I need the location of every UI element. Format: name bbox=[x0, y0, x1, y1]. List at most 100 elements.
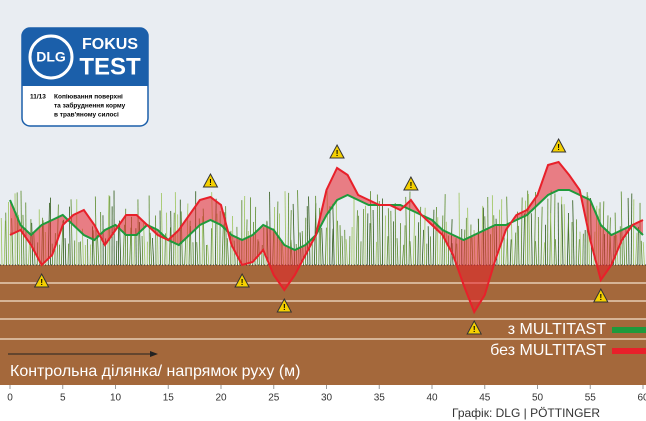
grass-blade bbox=[149, 232, 152, 266]
plot: !!!!!!!!! bbox=[9, 137, 644, 335]
warning-icon bbox=[33, 272, 50, 288]
logo-caption: в трав'яному силосі bbox=[54, 111, 119, 119]
grass-blade bbox=[561, 204, 564, 266]
warning-icon bbox=[234, 272, 250, 288]
x-tick-label: 40 bbox=[426, 393, 438, 404]
grass-blade bbox=[355, 210, 358, 266]
grass-blade bbox=[441, 215, 444, 266]
grass-blade bbox=[421, 229, 425, 266]
x-tick-label: 45 bbox=[479, 393, 491, 404]
grass-blade bbox=[409, 241, 412, 266]
grass-blade bbox=[419, 206, 422, 266]
grass-blade bbox=[64, 238, 67, 266]
grass-blade bbox=[331, 228, 334, 266]
warning-mark: ! bbox=[283, 303, 286, 312]
x-tick-label: 50 bbox=[532, 393, 544, 404]
grass-blade bbox=[550, 213, 553, 266]
grass-blade bbox=[432, 209, 435, 266]
grass-blade bbox=[555, 239, 557, 266]
grass-blade bbox=[345, 239, 348, 266]
grass-blade bbox=[387, 208, 390, 266]
grass-blade bbox=[429, 236, 432, 266]
grass-blade bbox=[520, 197, 523, 266]
deviation-area bbox=[10, 162, 643, 312]
warning-icon bbox=[466, 319, 483, 335]
grass-blade bbox=[96, 234, 100, 266]
grass-blade bbox=[635, 232, 638, 266]
grass-blade bbox=[417, 222, 420, 266]
warning-icon bbox=[592, 287, 609, 303]
logo-line2: TEST bbox=[79, 53, 141, 80]
arrowhead bbox=[150, 351, 158, 357]
grass-blade bbox=[505, 238, 508, 266]
warning-icon bbox=[276, 297, 293, 313]
grass-blade bbox=[362, 208, 365, 266]
grass-blade bbox=[196, 242, 199, 266]
grass-blade bbox=[396, 238, 399, 266]
grass-blade bbox=[435, 206, 437, 266]
grass-blade bbox=[308, 196, 311, 266]
grass-blade bbox=[630, 193, 633, 266]
grass-blade bbox=[535, 241, 537, 266]
grass-blade bbox=[540, 206, 543, 266]
x-tick-label: 0 bbox=[7, 393, 13, 404]
logo-line1: FOKUS bbox=[82, 36, 138, 53]
warning-icon bbox=[403, 175, 419, 191]
x-tick-label: 25 bbox=[268, 393, 280, 404]
grass-blade bbox=[530, 213, 533, 266]
x-axis-label: Контрольна ділянка/ напрямок руху (м) bbox=[10, 363, 301, 380]
grass-blade bbox=[578, 239, 580, 266]
legend-label: з MULTITAST bbox=[508, 321, 607, 338]
footer bbox=[0, 385, 646, 421]
x-tick-label: 10 bbox=[110, 393, 122, 404]
grass-blade bbox=[70, 199, 73, 266]
warning-mark: ! bbox=[336, 149, 339, 158]
grass-blade bbox=[332, 203, 335, 266]
grass-blade bbox=[339, 225, 342, 266]
grass-blade bbox=[184, 237, 187, 266]
warning-mark: ! bbox=[410, 181, 413, 190]
grass-blade bbox=[22, 214, 25, 266]
grass-blade bbox=[511, 223, 513, 266]
logo-caption: та забруднення корму bbox=[54, 102, 126, 110]
grass-blade bbox=[306, 206, 309, 266]
grass-blade bbox=[366, 213, 369, 266]
logo-brand: DLG bbox=[36, 49, 66, 65]
grass-blade bbox=[28, 240, 30, 266]
grass-blade bbox=[221, 224, 224, 266]
grass-blade bbox=[5, 212, 7, 266]
warning-mark: ! bbox=[209, 178, 212, 187]
grass-blade bbox=[549, 190, 552, 266]
grass-blade bbox=[226, 238, 229, 266]
grass-blade bbox=[514, 232, 517, 266]
grass-blade bbox=[337, 220, 339, 266]
grass-blade bbox=[67, 243, 70, 266]
legend-label: без MULTITAST bbox=[490, 342, 606, 359]
logo-circle bbox=[28, 34, 74, 80]
legend-swatch bbox=[612, 327, 646, 333]
grass-blade bbox=[168, 227, 171, 266]
grass-blade bbox=[572, 200, 575, 266]
grass-blade bbox=[384, 215, 386, 266]
warning-mark: ! bbox=[241, 278, 244, 287]
grass-blade bbox=[553, 193, 556, 266]
warning-mark: ! bbox=[473, 325, 476, 334]
grass-blade bbox=[542, 242, 546, 266]
grass-blade bbox=[439, 234, 441, 266]
logo-caption: Копіювання поверхні bbox=[54, 93, 123, 101]
x-tick-label: 55 bbox=[585, 393, 597, 404]
x-tick-label: 30 bbox=[321, 393, 333, 404]
grass-blade bbox=[207, 244, 210, 266]
grass-blade bbox=[141, 236, 144, 266]
grass-blade bbox=[386, 236, 389, 266]
grass-blade bbox=[640, 240, 643, 266]
warning-mark: ! bbox=[599, 293, 602, 302]
warning-icon bbox=[202, 172, 219, 188]
grass-blade bbox=[394, 202, 397, 266]
grass-blade bbox=[503, 237, 505, 266]
grass-blade bbox=[509, 239, 512, 266]
grass-blade bbox=[372, 209, 375, 266]
grass-blade bbox=[319, 226, 322, 266]
grass-blade bbox=[567, 219, 570, 266]
